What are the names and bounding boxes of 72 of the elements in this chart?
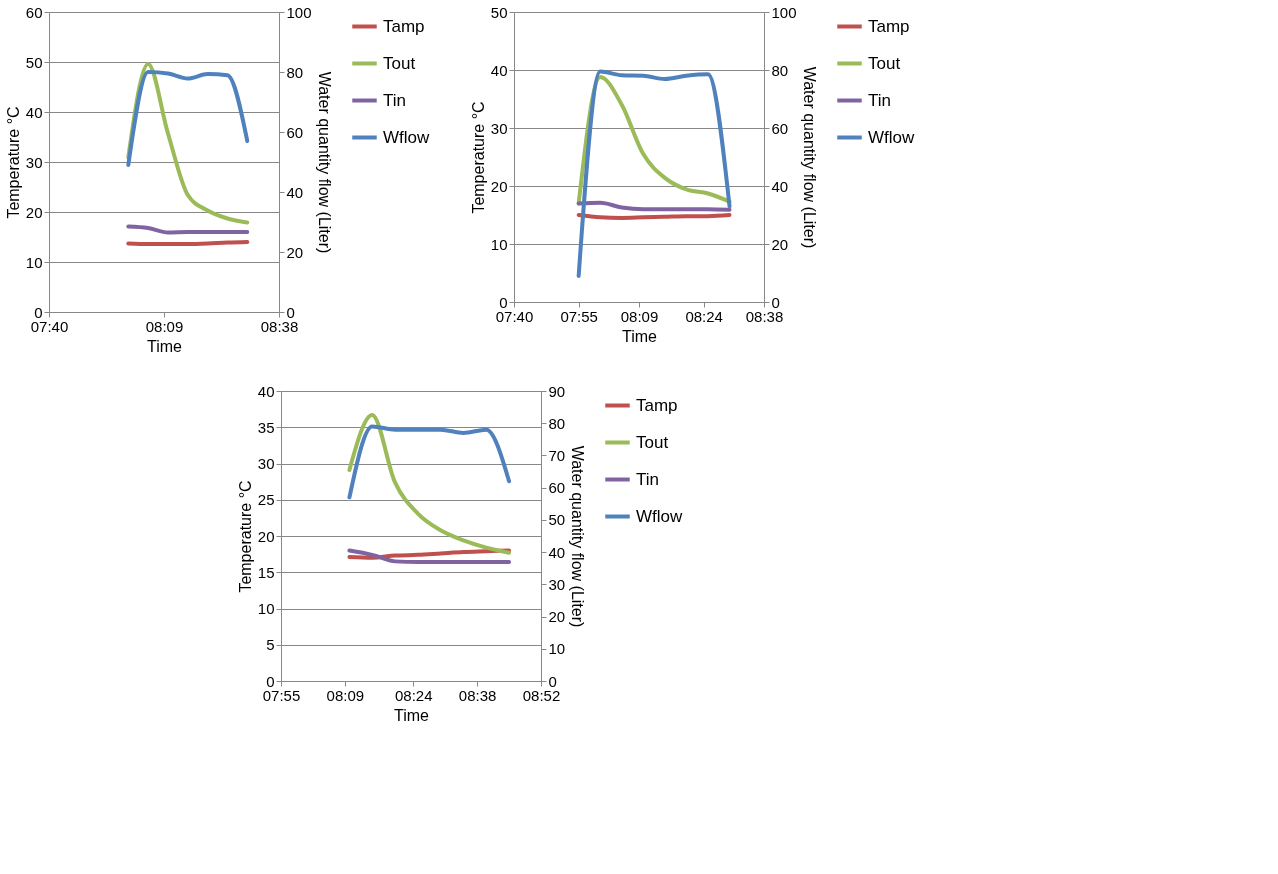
line-series: [347, 412, 512, 555]
legend-label: Tin: [868, 90, 891, 110]
y-tick-label: 20: [25, 203, 43, 221]
x-tick-label: 08:38: [458, 686, 497, 704]
legend-label: Tout: [868, 53, 901, 73]
legend-label: Tin: [383, 90, 406, 110]
y2-tick-label: 70: [548, 446, 566, 464]
y-tick-label: 20: [490, 177, 508, 195]
y2-tick-label: 100: [286, 3, 312, 21]
y-tick-label: 10: [490, 235, 508, 253]
y2-axis-title: Water quantity flow (Liter): [315, 71, 333, 254]
y-axis-title: Temperature °C: [236, 480, 254, 593]
y2-tick-label: 50: [548, 511, 566, 529]
legend-label: Tin: [636, 469, 659, 489]
x-tick-label: 08:09: [326, 686, 365, 704]
y2-tick-label: 90: [548, 382, 566, 400]
legend-label: Tamp: [383, 16, 425, 36]
legend-label: Tamp: [868, 16, 910, 36]
y-axis-title: Temperature °C: [469, 101, 487, 214]
legend-label: Tamp: [636, 395, 678, 415]
legend-label: Wflow: [383, 127, 430, 147]
y-tick-label: 10: [25, 253, 43, 271]
y-tick-label: 30: [257, 455, 275, 472]
y-tick-label: 20: [257, 527, 275, 545]
legend-label: Tout: [383, 53, 416, 73]
x-axis-title: Time: [147, 337, 183, 355]
y2-tick-label: 40: [771, 177, 789, 195]
x-axis-title: Time: [394, 706, 430, 724]
y2-tick-label: 20: [771, 235, 789, 253]
y2-tick-label: 60: [771, 119, 789, 137]
x-axis-title: Time: [622, 327, 658, 345]
x-tick-label: 08:24: [685, 307, 723, 325]
y-axis-title: Temperature °C: [4, 106, 22, 219]
y-tick-label: 15: [257, 563, 275, 581]
y-tick-label: 35: [257, 418, 275, 436]
y2-tick-label: 80: [286, 63, 304, 81]
legend-label: Wflow: [636, 506, 683, 526]
legend-label: Tout: [636, 432, 669, 452]
y2-axis-title: Water quantity flow (Liter): [569, 445, 587, 628]
y2-tick-label: 80: [548, 414, 566, 432]
line-series: [347, 548, 512, 565]
y-tick-label: 30: [490, 119, 508, 137]
y2-tick-label: 10: [548, 640, 566, 658]
y2-tick-label: 100: [771, 3, 797, 21]
y-tick-label: 10: [257, 600, 275, 617]
y-tick-label: 25: [257, 491, 275, 509]
y2-tick-label: 60: [286, 123, 304, 141]
x-tick-label: 08:24: [395, 686, 433, 704]
y-tick-label: 50: [25, 53, 43, 71]
y-tick-label: 40: [25, 103, 43, 121]
y2-tick-label: 40: [548, 543, 566, 561]
y-tick-label: 40: [490, 61, 508, 79]
y2-tick-label: 20: [548, 608, 566, 626]
x-tick-label: 08:09: [145, 317, 184, 335]
line-series: [576, 69, 732, 278]
line-series: [126, 70, 250, 167]
legend-label: Wflow: [868, 127, 915, 147]
y2-tick-label: 20: [286, 243, 304, 261]
y-tick-label: 30: [25, 153, 43, 171]
line-series: [347, 424, 512, 500]
y-tick-label: 5: [266, 636, 275, 654]
y-tick-label: 60: [25, 3, 43, 21]
y-tick-label: 50: [490, 3, 508, 21]
line-series: [576, 200, 732, 212]
y2-tick-label: 40: [286, 183, 304, 201]
y2-tick-label: 80: [771, 61, 789, 79]
x-tick-label: 08:09: [620, 307, 659, 325]
y2-tick-label: 60: [548, 479, 566, 497]
y-tick-label: 40: [257, 382, 275, 400]
y2-axis-title: Water quantity flow (Liter): [800, 66, 818, 249]
y2-tick-label: 30: [548, 575, 566, 593]
x-tick-label: 07:55: [560, 307, 598, 325]
